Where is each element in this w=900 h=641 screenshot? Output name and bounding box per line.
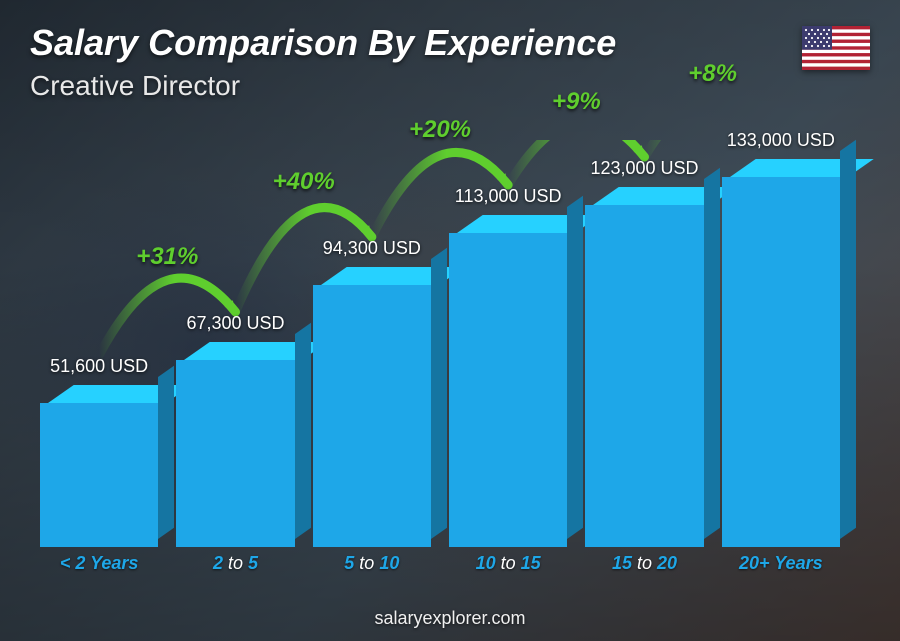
bar-value-label: 94,300 USD	[323, 238, 421, 259]
bar	[40, 385, 158, 547]
x-axis-label: 5 to 10	[313, 553, 431, 581]
bar-value-label: 133,000 USD	[727, 130, 835, 151]
bars-row: 51,600 USD 67,300 USD 94,300 USD 113,000 US…	[40, 140, 840, 547]
bar-chart: +31%+40%+20%+9%+8% 51,600 USD67,300 USD9…	[40, 140, 840, 581]
x-axis-label: 20+ Years	[722, 553, 840, 581]
bar-col: 133,000 USD	[722, 130, 840, 547]
bar	[585, 187, 703, 547]
page-subtitle: Creative Director	[30, 70, 616, 102]
bar-front-face	[449, 233, 567, 547]
bar-value-label: 67,300 USD	[186, 313, 284, 334]
bar-side-face	[704, 168, 720, 539]
page-title: Salary Comparison By Experience	[30, 22, 616, 64]
x-axis-labels: < 2 Years 2 to 5 5 to 10 10 to 15 15 to 20 20…	[40, 553, 840, 581]
bar	[176, 342, 294, 547]
bar-value-label: 113,000 USD	[455, 186, 562, 207]
bar-front-face	[176, 360, 294, 547]
footer-credit: salaryexplorer.com	[0, 608, 900, 629]
header: Salary Comparison By Experience Creative…	[30, 22, 616, 102]
bar-value-label: 51,600 USD	[50, 356, 148, 377]
bar-front-face	[585, 205, 703, 547]
bar-front-face	[40, 403, 158, 547]
bar-col: 67,300 USD	[176, 313, 294, 547]
bar-col: 123,000 USD	[585, 158, 703, 547]
bar-col: 113,000 USD	[449, 186, 567, 547]
bar-front-face	[313, 285, 431, 547]
x-axis-label: 15 to 20	[585, 553, 703, 581]
bar-side-face	[567, 196, 583, 539]
x-axis-label: 2 to 5	[176, 553, 294, 581]
bar-side-face	[431, 248, 447, 539]
bar-side-face	[158, 366, 174, 539]
bar	[313, 267, 431, 547]
bar	[449, 215, 567, 547]
bar-front-face	[722, 177, 840, 547]
flag-icon	[802, 26, 870, 70]
bar	[722, 159, 840, 547]
x-axis-label: < 2 Years	[40, 553, 158, 581]
bar-side-face	[840, 140, 856, 539]
bar-col: 51,600 USD	[40, 356, 158, 547]
bar-side-face	[295, 323, 311, 539]
bar-col: 94,300 USD	[313, 238, 431, 547]
x-axis-label: 10 to 15	[449, 553, 567, 581]
bar-value-label: 123,000 USD	[590, 158, 698, 179]
